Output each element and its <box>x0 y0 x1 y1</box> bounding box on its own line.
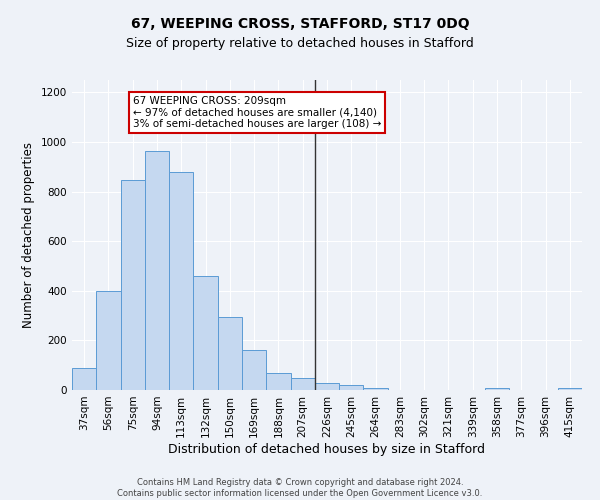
Bar <box>558 388 582 390</box>
Bar <box>121 180 145 390</box>
Bar <box>290 378 315 390</box>
Bar <box>169 172 193 390</box>
Bar <box>339 385 364 390</box>
Text: Size of property relative to detached houses in Stafford: Size of property relative to detached ho… <box>126 38 474 51</box>
Bar <box>96 292 121 390</box>
Bar <box>315 382 339 390</box>
Text: Contains HM Land Registry data © Crown copyright and database right 2024.
Contai: Contains HM Land Registry data © Crown c… <box>118 478 482 498</box>
Bar <box>364 388 388 390</box>
X-axis label: Distribution of detached houses by size in Stafford: Distribution of detached houses by size … <box>169 442 485 456</box>
Bar <box>193 276 218 390</box>
Bar <box>485 388 509 390</box>
Bar <box>242 350 266 390</box>
Y-axis label: Number of detached properties: Number of detached properties <box>22 142 35 328</box>
Bar <box>145 150 169 390</box>
Text: 67, WEEPING CROSS, STAFFORD, ST17 0DQ: 67, WEEPING CROSS, STAFFORD, ST17 0DQ <box>131 18 469 32</box>
Text: 67 WEEPING CROSS: 209sqm
← 97% of detached houses are smaller (4,140)
3% of semi: 67 WEEPING CROSS: 209sqm ← 97% of detach… <box>133 96 381 130</box>
Bar <box>72 368 96 390</box>
Bar <box>266 372 290 390</box>
Bar <box>218 318 242 390</box>
